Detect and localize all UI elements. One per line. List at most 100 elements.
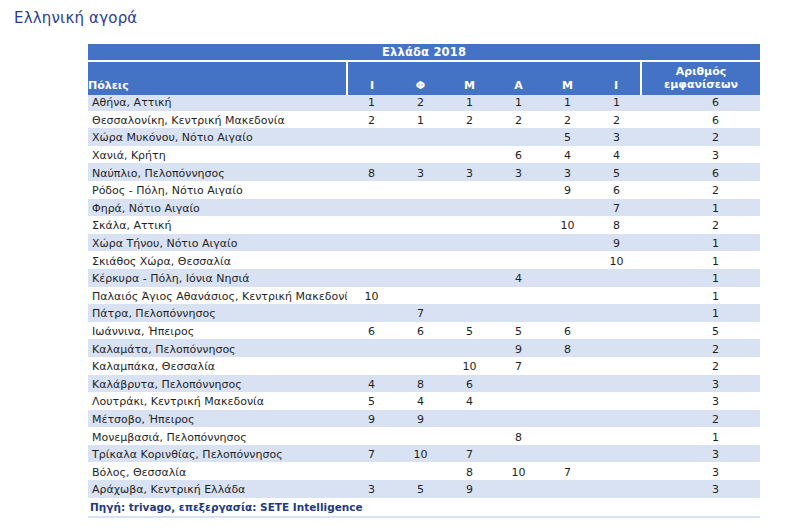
month-rank-cell: 10 bbox=[494, 463, 543, 481]
month-rank-cell bbox=[494, 393, 543, 411]
month-rank-cell: 6 bbox=[543, 323, 592, 341]
month-rank-cell bbox=[592, 288, 641, 306]
month-rank-cell bbox=[347, 305, 396, 323]
appearance-count-cell: 3 bbox=[641, 147, 760, 165]
table-row: Τρίκαλα Κορινθίας, Πελοπόννησος71073 bbox=[88, 446, 760, 464]
month-rank-cell: 1 bbox=[543, 95, 592, 112]
month-rank-cell bbox=[347, 147, 396, 165]
month-rank-cell: 8 bbox=[347, 164, 396, 182]
month-rank-cell bbox=[445, 252, 494, 270]
table-row: Φηρά, Νότιο Αιγαίο71 bbox=[88, 200, 760, 218]
month-rank-cell bbox=[543, 270, 592, 288]
month-rank-cell bbox=[494, 252, 543, 270]
month-rank-cell bbox=[396, 428, 445, 446]
appearance-count-cell: 2 bbox=[641, 340, 760, 358]
month-rank-cell: 8 bbox=[445, 463, 494, 481]
month-rank-cell: 2 bbox=[396, 95, 445, 112]
table-row: Καλαμάτα, Πελοπόννησος982 bbox=[88, 340, 760, 358]
table-band-row: Ελλάδα 2018 bbox=[88, 44, 760, 61]
month-rank-cell bbox=[396, 358, 445, 376]
count-header-line2: εμφανίσεων bbox=[642, 78, 760, 92]
table-row: Αράχωβα, Κεντρική Ελλάδα3593 bbox=[88, 481, 760, 499]
city-cell: Κέρκυρα - Πόλη, Ιόνια Νησιά bbox=[88, 270, 347, 288]
month-rank-cell: 4 bbox=[494, 270, 543, 288]
month-rank-cell bbox=[494, 481, 543, 499]
month-rank-cell: 10 bbox=[592, 252, 641, 270]
city-cell: Χώρα Μυκόνου, Νότιο Αιγαίο bbox=[88, 129, 347, 147]
month-rank-cell bbox=[592, 323, 641, 341]
appearance-count-cell: 3 bbox=[641, 446, 760, 464]
month-rank-cell bbox=[396, 200, 445, 218]
appearance-count-cell: 2 bbox=[641, 129, 760, 147]
appearance-count-cell: 2 bbox=[641, 182, 760, 200]
month-rank-cell bbox=[592, 446, 641, 464]
city-cell: Καλάβρυτα, Πελοπόννησος bbox=[88, 376, 347, 394]
table-row: Καλαμπάκα, Θεσσαλία1072 bbox=[88, 358, 760, 376]
month-rank-cell: 5 bbox=[445, 323, 494, 341]
month-rank-cell bbox=[445, 129, 494, 147]
table-row: Σκιάθος Χώρα, Θεσσαλία101 bbox=[88, 252, 760, 270]
month-rank-cell bbox=[592, 428, 641, 446]
city-cell: Ναύπλιο, Πελοπόννησος bbox=[88, 164, 347, 182]
month-rank-cell bbox=[396, 217, 445, 235]
month-rank-cell bbox=[592, 376, 641, 394]
table-row: Ρόδος - Πόλη, Νότιο Αιγαίο962 bbox=[88, 182, 760, 200]
month-rank-cell bbox=[396, 270, 445, 288]
month-rank-cell bbox=[396, 182, 445, 200]
month-rank-cell bbox=[592, 393, 641, 411]
appearance-count-cell: 1 bbox=[641, 270, 760, 288]
month-rank-cell bbox=[543, 446, 592, 464]
month-rank-cell: 10 bbox=[543, 217, 592, 235]
month-rank-cell bbox=[494, 182, 543, 200]
month-rank-cell bbox=[445, 288, 494, 306]
month-rank-cell bbox=[543, 376, 592, 394]
month-rank-cell bbox=[445, 340, 494, 358]
city-cell: Τρίκαλα Κορινθίας, Πελοπόννησος bbox=[88, 446, 347, 464]
table-row: Σκάλα, Αττική1082 bbox=[88, 217, 760, 235]
month-rank-cell bbox=[396, 340, 445, 358]
month-rank-cell bbox=[347, 358, 396, 376]
count-header-line1: Αριθμός bbox=[642, 65, 760, 79]
month-rank-cell: 1 bbox=[494, 95, 543, 112]
month-rank-cell: 2 bbox=[347, 112, 396, 130]
month-rank-cell bbox=[347, 200, 396, 218]
month-rank-cell bbox=[494, 411, 543, 429]
month-rank-cell bbox=[592, 411, 641, 429]
city-cell: Παλαιός Άγιος Αθανάσιος, Κεντρική Μακεδο… bbox=[88, 288, 347, 306]
city-cell: Σκάλα, Αττική bbox=[88, 217, 347, 235]
appearance-count-cell: 1 bbox=[641, 428, 760, 446]
city-cell: Φηρά, Νότιο Αιγαίο bbox=[88, 200, 347, 218]
appearance-count-cell: 1 bbox=[641, 305, 760, 323]
table-header-row: Πόλεις Ι Φ Μ Α Μ Ι Αριθμός εμφανίσεων bbox=[88, 61, 760, 95]
city-cell: Μονεμβασιά, Πελοπόννησος bbox=[88, 428, 347, 446]
month-rank-cell bbox=[592, 358, 641, 376]
rank-table: Ελλάδα 2018 Πόλεις Ι Φ Μ Α Μ Ι Αριθμός ε… bbox=[88, 44, 760, 500]
month-rank-cell bbox=[347, 129, 396, 147]
month-rank-cell: 3 bbox=[592, 129, 641, 147]
month-rank-cell bbox=[592, 270, 641, 288]
month-rank-cell bbox=[445, 217, 494, 235]
month-rank-cell: 10 bbox=[396, 446, 445, 464]
month-rank-cell bbox=[543, 305, 592, 323]
table-row: Χώρα Μυκόνου, Νότιο Αιγαίο532 bbox=[88, 129, 760, 147]
month-rank-cell: 4 bbox=[543, 147, 592, 165]
city-cell: Καλαμπάκα, Θεσσαλία bbox=[88, 358, 347, 376]
month-rank-cell: 2 bbox=[592, 112, 641, 130]
appearance-count-cell: 2 bbox=[641, 358, 760, 376]
month-rank-cell: 7 bbox=[543, 463, 592, 481]
table-row: Λουτράκι, Κεντρική Μακεδονία5443 bbox=[88, 393, 760, 411]
month-rank-cell bbox=[494, 217, 543, 235]
month-rank-cell: 2 bbox=[543, 112, 592, 130]
month-rank-cell bbox=[396, 147, 445, 165]
table-row: Αθήνα, Αττική1211116 bbox=[88, 95, 760, 112]
month-rank-cell: 3 bbox=[543, 164, 592, 182]
source-attribution: Πηγή: trivago, επεξεργασία: SETE Intelli… bbox=[88, 499, 760, 518]
month-rank-cell bbox=[347, 217, 396, 235]
month-rank-cell bbox=[494, 376, 543, 394]
table-row: Πάτρα, Πελοπόννησος71 bbox=[88, 305, 760, 323]
month-rank-cell bbox=[347, 463, 396, 481]
month-rank-cell bbox=[543, 481, 592, 499]
page-title: Ελληνική αγορά bbox=[14, 9, 137, 27]
month-rank-cell: 6 bbox=[396, 323, 445, 341]
table-row: Μονεμβασιά, Πελοπόννησος81 bbox=[88, 428, 760, 446]
